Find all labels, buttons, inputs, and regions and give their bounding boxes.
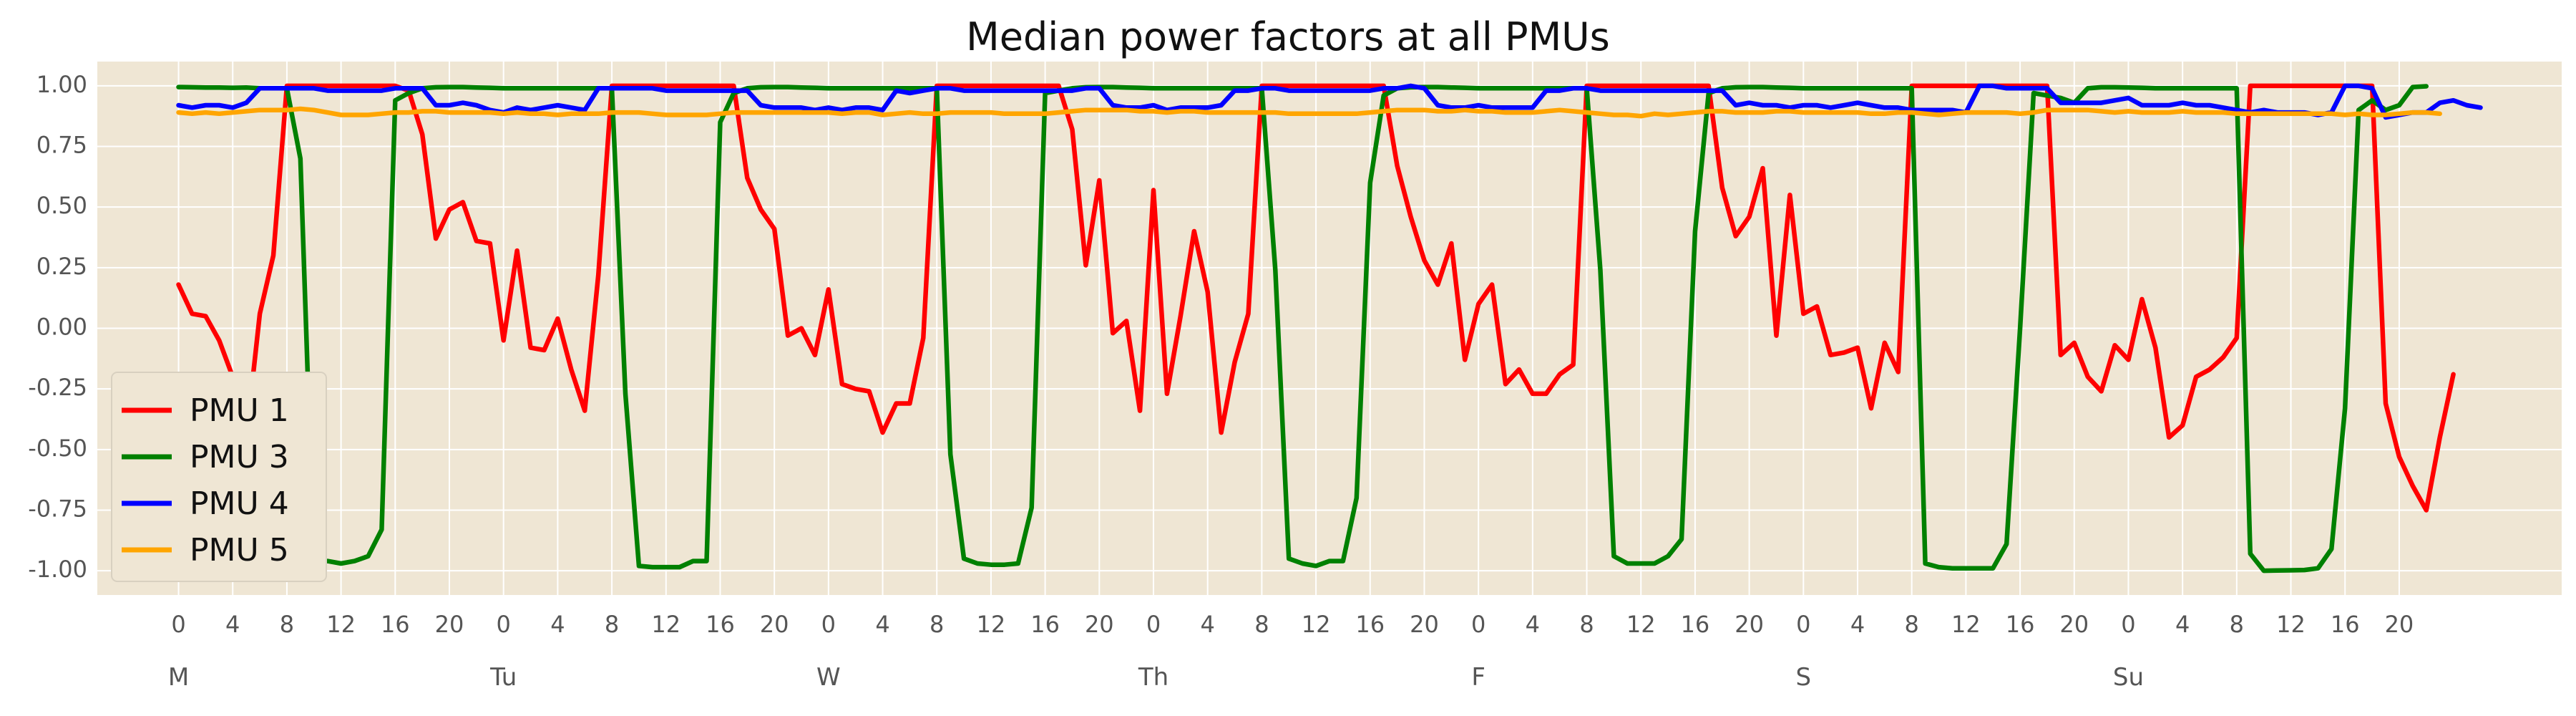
- x-tick-label: 8: [605, 611, 619, 638]
- y-tick-label: 1.00: [36, 71, 87, 98]
- x-tick-label: 12: [1626, 611, 1656, 638]
- x-tick-label: 20: [760, 611, 789, 638]
- x-tick-label: 8: [930, 611, 944, 638]
- x-tick-label: 0: [497, 611, 511, 638]
- y-tick-label: -0.25: [28, 374, 87, 401]
- x-tick-label: 4: [550, 611, 565, 638]
- x-tick-label: 4: [1526, 611, 1540, 638]
- x-tick-label: 20: [1085, 611, 1114, 638]
- x-tick-label: 20: [435, 611, 464, 638]
- x-tick-label: 16: [1030, 611, 1060, 638]
- y-tick-label: 0.00: [36, 314, 87, 341]
- x-tick-label: 0: [821, 611, 836, 638]
- x-tick-label: 20: [1735, 611, 1764, 638]
- legend: PMU 1 PMU 3 PMU 4 PMU 5: [111, 372, 327, 582]
- x-tick-label: 12: [977, 611, 1006, 638]
- x-tick-label: 20: [2385, 611, 2414, 638]
- x-tick-label: 16: [706, 611, 735, 638]
- y-tick-label: -0.50: [28, 435, 87, 462]
- x-tick-label: 16: [2006, 611, 2035, 638]
- x-tick-label: 16: [2331, 611, 2360, 638]
- x-tick-label: 8: [1905, 611, 1919, 638]
- x-tick-label: 8: [2230, 611, 2244, 638]
- x-tick-label: 4: [875, 611, 889, 638]
- chart-title: Median power factors at all PMUs: [966, 14, 1610, 59]
- x-tick-label: 12: [651, 611, 680, 638]
- y-tick-label: -0.75: [28, 495, 87, 522]
- x-tick-label: 12: [2276, 611, 2306, 638]
- series-line-pmu-1: [176, 83, 2456, 513]
- x-tick-label: 0: [2121, 611, 2135, 638]
- day-label: W: [816, 663, 841, 692]
- x-tick-label: 16: [1681, 611, 1710, 638]
- x-tick-label: 12: [1302, 611, 1331, 638]
- axes: 1.00 0.75 0.50 0.25 0.00 -0.25 -0.50 -0.75 -1.00…: [28, 71, 2414, 692]
- y-tick-label: 0.25: [36, 253, 87, 280]
- day-label: Su: [2113, 663, 2144, 692]
- day-label: F: [1471, 663, 1485, 692]
- x-tick-label: 0: [1146, 611, 1161, 638]
- x-tick-label: 12: [326, 611, 356, 638]
- series-line-pmu-4: [176, 83, 2483, 120]
- day-label: S: [1796, 663, 1812, 692]
- legend-label: PMU 4: [190, 485, 289, 522]
- x-tick-label: 8: [1579, 611, 1594, 638]
- legend-label: PMU 5: [190, 532, 289, 569]
- y-tick-label: 0.50: [36, 192, 87, 219]
- x-tick-label: 16: [1355, 611, 1385, 638]
- x-tick-label: 0: [1796, 611, 1810, 638]
- x-tick-label: 0: [1471, 611, 1485, 638]
- legend-label: PMU 3: [190, 439, 289, 475]
- day-label: Tu: [489, 663, 517, 692]
- day-label: Th: [1138, 663, 1169, 692]
- day-label: M: [168, 663, 189, 692]
- x-tick-label: 8: [1254, 611, 1269, 638]
- x-tick-label: 20: [2059, 611, 2089, 638]
- y-tick-label: -1.00: [28, 556, 87, 583]
- legend-box: [111, 372, 327, 582]
- y-tick-label: 0.75: [36, 132, 87, 159]
- legend-label: PMU 1: [190, 392, 289, 429]
- x-tick-label: 8: [280, 611, 294, 638]
- series-line-pmu-5: [176, 106, 2442, 119]
- x-tick-label: 20: [1410, 611, 1439, 638]
- x-tick-label: 4: [2175, 611, 2190, 638]
- x-tick-label: 4: [225, 611, 240, 638]
- x-tick-label: 0: [171, 611, 185, 638]
- x-tick-label: 12: [1951, 611, 1981, 638]
- x-tick-label: 4: [1201, 611, 1215, 638]
- series-lines: [176, 83, 2483, 574]
- x-tick-label: 4: [1850, 611, 1865, 638]
- x-tick-label: 16: [381, 611, 410, 638]
